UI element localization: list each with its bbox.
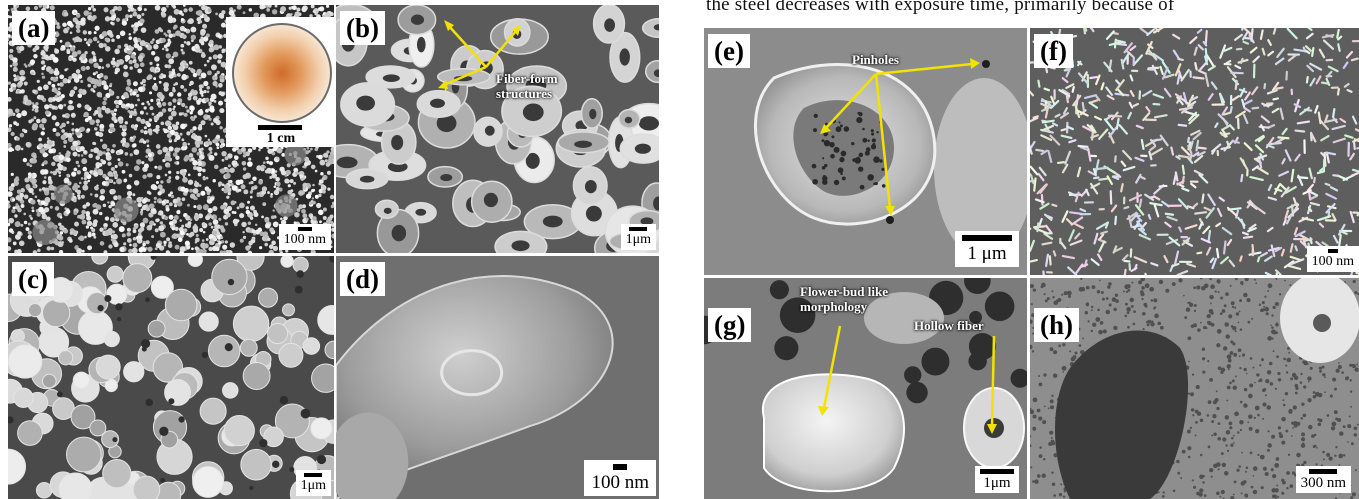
panel-b-scale: 1μm [620,224,656,250]
panel-e-annotation: Pinholes [852,52,899,67]
inset-scale-bar [258,125,302,130]
panel-e-scale-label: 1 μm [967,243,1007,264]
panel-d-scale-bar [613,464,628,470]
panel-d-scale-label: 100 nm [591,472,649,493]
panel-f-texture [1030,28,1359,275]
panel-g-annotation-flower-bud: Flower-bud like morphology [800,284,888,314]
panel-a-scale: 100 nm [278,224,331,250]
panel-c-scale: 1μm [295,470,331,496]
panel-d-sem-image: (d) 100 nm [336,256,659,499]
panel-b-label: (b) [340,11,385,45]
panel-d-scale: 100 nm [584,460,656,496]
panel-f-scale-bar [1327,249,1338,253]
panel-c-scale-label: 1μm [300,478,326,493]
panel-e-label: (e) [708,34,750,68]
panel-d-label: (d) [340,262,385,296]
panel-g-scale: 1μm [975,466,1019,493]
panel-c-scale-bar [304,473,323,477]
panel-a-label: (a) [12,11,56,45]
panel-c-label: (c) [12,262,54,296]
panel-h-sem-image: (h) 300 nm [1030,278,1359,499]
panel-f-sem-image: (f) 100 nm [1030,28,1359,275]
panel-a-scale-label: 100 nm [283,232,326,247]
panel-h-label: (h) [1034,308,1079,342]
inset-scale-label: 1 cm [266,131,296,146]
panel-f-scale-label: 100 nm [1311,254,1354,269]
panel-h-scale-bar [1309,469,1338,474]
panel-d-texture [336,256,659,499]
panel-b-scale-bar [629,227,648,231]
panel-b-sem-image: Fiber-form structures (b) 1μm [336,5,659,253]
panel-h-scale-label: 300 nm [1300,475,1346,491]
panel-h-texture [1030,278,1359,499]
panel-a-sem-image: 1 cm (a) 100 nm [8,5,334,253]
panel-g-annotation-hollow-fiber: Hollow fiber [914,318,984,333]
panel-e-scale-bar [962,235,1012,241]
panel-c-texture [8,256,334,499]
panel-g-texture [704,278,1027,499]
panel-b-scale-label: 1μm [625,232,651,247]
panel-a-scale-bar [297,227,312,231]
panel-g-scale-bar [980,469,1014,474]
inset-sample-photo: 1 cm [226,17,334,147]
panel-f-label: (f) [1034,34,1073,68]
panel-g-sem-image: Flower-bud like morphology Hollow fiber … [704,278,1027,499]
panel-c-sem-image: (c) 1μm [8,256,334,499]
panel-b-annotation: Fiber-form structures [496,71,558,101]
panel-e-sem-image: Pinholes (e) 1 μm [704,28,1027,275]
caption-text: the steel decreases with exposure time, … [706,0,1175,15]
panel-g-label: (g) [708,308,752,342]
panel-f-scale: 100 nm [1306,246,1359,272]
panel-g-scale-label: 1μm [983,475,1011,491]
panel-h-scale: 300 nm [1295,466,1351,493]
sample-disc [232,23,332,123]
panel-e-scale: 1 μm [955,231,1019,267]
